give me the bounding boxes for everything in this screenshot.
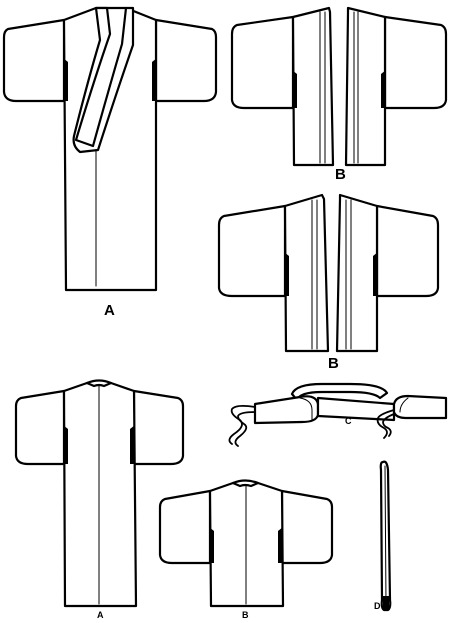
kimono-b-front-short: B xyxy=(217,193,440,372)
kimono-a-back-left-sleeve xyxy=(14,389,66,466)
kimono-b-long-right-sleeve xyxy=(383,15,448,110)
label-tie: D xyxy=(374,601,381,611)
kimono-a-front-left-sleeve xyxy=(2,18,66,103)
kimono-b-front-long: B xyxy=(230,6,448,183)
kimono-b-long-left-panel xyxy=(291,6,335,167)
label-view-b-front-long: B xyxy=(335,166,346,183)
kimono-a-back-body xyxy=(62,381,138,608)
sash-c: C xyxy=(228,382,448,447)
sash-middle-band xyxy=(316,396,396,422)
kimono-b-short-left-panel xyxy=(283,193,330,353)
label-view-a-back: A xyxy=(97,610,104,620)
kimono-b-long-left-sleeve xyxy=(230,15,295,110)
kimono-a-front-collar xyxy=(72,6,135,154)
label-view-a-front: A xyxy=(104,302,115,319)
label-view-b-back: B xyxy=(242,610,249,620)
kimono-a-back-collar xyxy=(85,379,113,388)
kimono-b-back-collar xyxy=(231,479,260,488)
kimono-b-back-left-sleeve xyxy=(158,489,212,565)
kimono-b-short-right-panel xyxy=(335,193,379,353)
kimono-a-back-right-sleeve xyxy=(132,389,185,466)
kimono-a-front: A xyxy=(2,6,218,319)
kimono-a-front-right-sleeve xyxy=(154,18,218,103)
tie-d: D xyxy=(374,460,392,612)
label-view-b-front-short: B xyxy=(328,355,339,372)
kimono-b-long-right-panel xyxy=(344,6,387,167)
label-sash: C xyxy=(345,416,352,426)
sash-left-end xyxy=(253,395,320,425)
sash-right-end xyxy=(392,394,448,420)
kimono-b-short-left-sleeve xyxy=(217,204,287,298)
sash-right-tie xyxy=(376,409,395,439)
kimono-b-back: B xyxy=(158,479,334,620)
kimono-b-short-right-sleeve xyxy=(375,204,440,298)
sash-back-band xyxy=(290,382,389,402)
sash-left-tie-2 xyxy=(234,411,256,447)
kimono-b-back-right-sleeve xyxy=(280,489,334,565)
kimono-a-back: A xyxy=(14,379,185,620)
sash-right-tie-2 xyxy=(382,413,395,437)
